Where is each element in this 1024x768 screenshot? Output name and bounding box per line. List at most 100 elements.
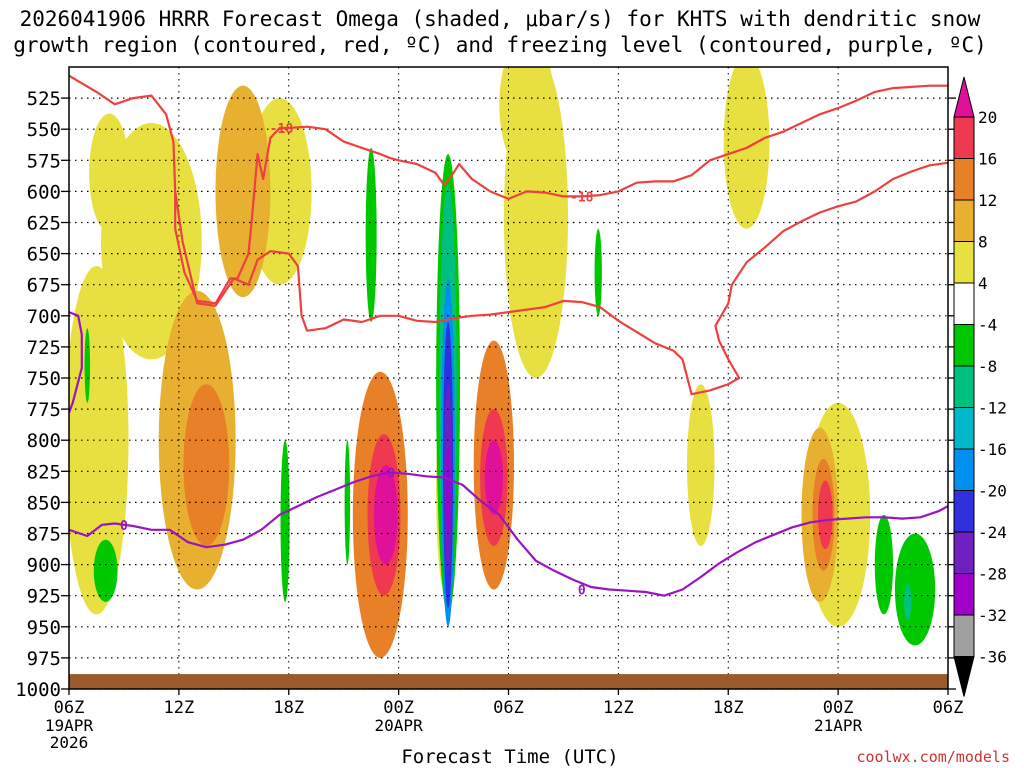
- x-date-label-18: 20APR: [375, 716, 424, 735]
- colorbar-label-2: 12: [978, 191, 997, 210]
- colorbar-bin-11: [953, 573, 975, 616]
- omega-cell-9: [723, 67, 770, 229]
- omega-cell-14: [594, 228, 602, 316]
- y-tick-label-800: 800: [27, 430, 61, 452]
- colorbar-label-3: 8: [978, 233, 988, 252]
- x-year-label-0: 2026: [50, 733, 89, 752]
- colorbar-label-12: -32: [978, 606, 1007, 625]
- y-tick-label-850: 850: [27, 492, 61, 514]
- omega-cell-32: [484, 440, 504, 515]
- contour-label-2-2: 0: [387, 467, 395, 482]
- colorbar-label-1: 16: [978, 150, 997, 169]
- y-tick-label-625: 625: [27, 213, 61, 235]
- chart-title: 2026041906 HRRR Forecast Omega (shaded, …: [0, 6, 1000, 58]
- omega-cell-10: [93, 539, 118, 602]
- y-tick-label-925: 925: [27, 586, 61, 608]
- y-tick-label-575: 575: [27, 150, 61, 172]
- omega-cell-36: [445, 446, 451, 534]
- x-axis-label: Forecast Time (UTC): [401, 746, 619, 768]
- omega-cell-23: [183, 384, 230, 546]
- omega-cell-6: [503, 67, 569, 378]
- y-tick-label-725: 725: [27, 337, 61, 359]
- contour-label-2-1: 0: [578, 583, 586, 598]
- omega-cell-15: [894, 533, 936, 646]
- x-date-label-42: 21APR: [814, 716, 863, 735]
- colorbar-bin-8: [953, 448, 975, 491]
- colorbar-label-9: -20: [978, 482, 1007, 501]
- contour-label-0-1: -18: [570, 190, 594, 205]
- colorbar-label-0: 20: [978, 108, 997, 127]
- colorbar-bin-9: [953, 490, 975, 533]
- y-tick-label-875: 875: [27, 524, 61, 546]
- colorbar-label-11: -28: [978, 565, 1007, 584]
- y-tick-label-900: 900: [27, 555, 61, 577]
- x-tick-label-0: 06Z: [54, 698, 85, 718]
- y-tick-label-525: 525: [27, 88, 61, 110]
- colorbar-bin-4: [953, 282, 975, 325]
- x-date-label-0: 19APR: [45, 716, 94, 735]
- contour-label-0-0: -18: [270, 122, 294, 137]
- colorbar-label-4: 4: [978, 274, 988, 293]
- y-tick-label-750: 750: [27, 368, 61, 390]
- contour-label-2-0: 0: [120, 519, 128, 534]
- x-tick-label-12: 18Z: [273, 698, 304, 718]
- title-line-2: growth region (contoured, red, ºC) and f…: [13, 33, 987, 57]
- colorbar-bin-12: [953, 614, 975, 657]
- colorbar-over-arrow: [953, 76, 975, 118]
- x-tick-label-18: 00Z: [383, 698, 414, 718]
- ground-band: [69, 674, 948, 689]
- omega-cell-11: [280, 440, 290, 602]
- colorbar-label-8: -16: [978, 440, 1007, 459]
- y-tick-label-825: 825: [27, 461, 61, 483]
- colorbar-bin-0: [953, 116, 975, 159]
- colorbar-label-6: -8: [978, 357, 997, 376]
- y-tick-label-650: 650: [27, 244, 61, 266]
- y-tick-label-975: 975: [27, 648, 61, 670]
- x-tick-label-30: 12Z: [603, 698, 634, 718]
- colorbar-label-7: -12: [978, 399, 1007, 418]
- colorbar-label-13: -36: [978, 648, 1007, 667]
- x-tick-label-42: 00Z: [823, 698, 854, 718]
- omega-cell-22: [904, 583, 912, 621]
- colorbar-label-5: -4: [978, 316, 997, 335]
- contour-1: [174, 161, 948, 396]
- contour-2: [69, 471, 948, 597]
- credit-link[interactable]: coolwx.com/models: [856, 748, 1010, 766]
- footer: Forecast Time (UTC) coolwx.com/models: [0, 744, 1020, 768]
- colorbar: 20 16 12 8 4 -4 -8 -12 -16 -20 -24 -28 -32 -36: [953, 76, 1007, 697]
- omega-cell-4: [101, 122, 202, 360]
- omega-cell-16: [874, 514, 894, 615]
- x-tick-label-24: 06Z: [493, 698, 524, 718]
- omega-cell-7: [687, 384, 715, 546]
- y-tick-label-550: 550: [27, 119, 61, 141]
- y-tick-label-600: 600: [27, 181, 61, 203]
- omega-cell-30: [817, 480, 833, 550]
- colorbar-under-arrow: [953, 656, 975, 697]
- omega-cell-20: [215, 85, 271, 298]
- colorbar-bin-6: [953, 365, 975, 408]
- contour-lines: -18 -18 0 0 0: [69, 74, 948, 598]
- y-tick-label-675: 675: [27, 275, 61, 297]
- y-tick-label-1000: 1000: [15, 679, 61, 701]
- colorbar-bin-5: [953, 324, 975, 367]
- colorbar-bin-1: [953, 158, 975, 201]
- colorbar-bin-3: [953, 241, 975, 284]
- colorbar-bin-2: [953, 199, 975, 242]
- x-tick-label-48: 06Z: [933, 698, 964, 718]
- omega-cell-12: [365, 147, 377, 323]
- colorbar-bin-10: [953, 531, 975, 574]
- omega-cell-17: [84, 328, 91, 403]
- y-tick-label-700: 700: [27, 306, 61, 328]
- omega-cell-34: [373, 465, 398, 565]
- ground-fill: [69, 674, 948, 689]
- colorbar-label-10: -24: [978, 523, 1007, 542]
- y-tick-label-950: 950: [27, 617, 61, 639]
- y-tick-label-775: 775: [27, 399, 61, 421]
- x-tick-label-6: 12Z: [164, 698, 195, 718]
- title-line-1: 2026041906 HRRR Forecast Omega (shaded, …: [19, 7, 981, 31]
- x-tick-label-36: 18Z: [713, 698, 744, 718]
- contour-3: [69, 311, 83, 414]
- colorbar-bin-7: [953, 407, 975, 450]
